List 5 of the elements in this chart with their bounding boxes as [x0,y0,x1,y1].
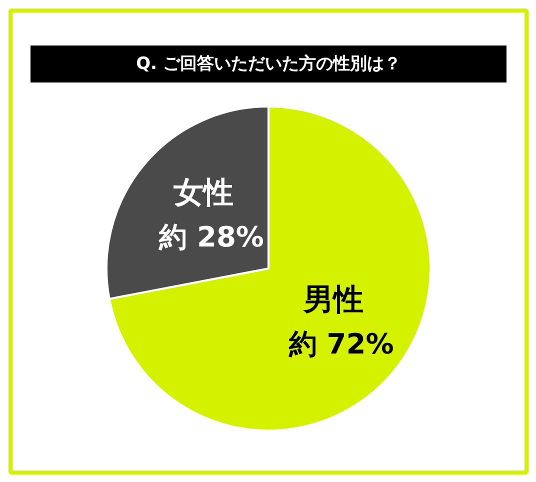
data-label: 約 72% [288,328,394,361]
slice-label: 男性 [302,282,364,318]
chart-title: Q. ご回答いただいた方の性別は？ [136,54,401,74]
slice-label: 女性 [172,175,234,210]
data-label: 約 28% [158,220,264,254]
